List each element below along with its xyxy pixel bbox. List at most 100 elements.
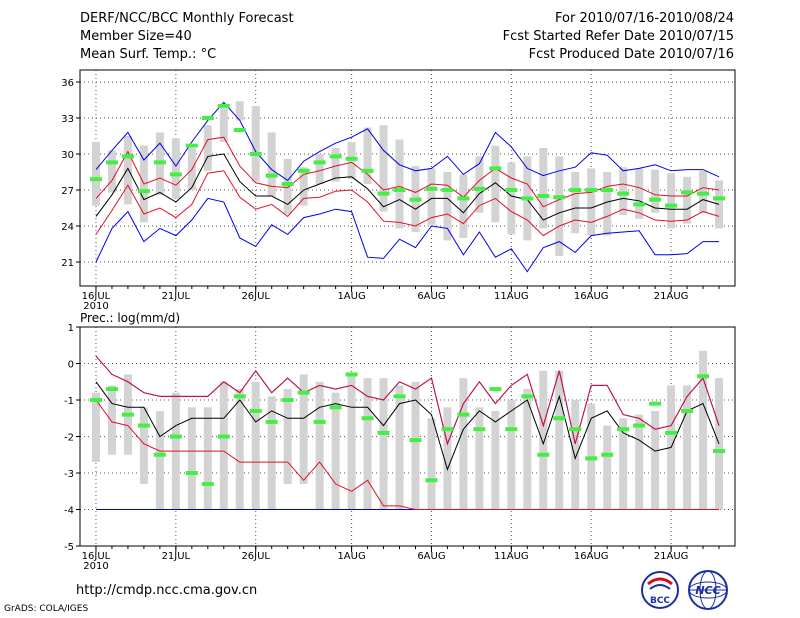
- temp-box: [715, 180, 724, 229]
- prec-ensemble-marker: [425, 478, 438, 483]
- prec-box: [699, 350, 708, 510]
- prec-box: [635, 414, 644, 510]
- ncc-logo: NCC: [688, 570, 728, 610]
- bcc-logo-text: BCC: [650, 596, 670, 606]
- prec-box: [299, 374, 308, 484]
- prec-ensemble-marker: [665, 430, 678, 435]
- temp-xtick-label: 6AUG: [417, 291, 445, 302]
- prec-ensemble-marker: [233, 394, 246, 399]
- temp-ytick-label: 21: [61, 258, 74, 269]
- prec-ytick-label: 1: [68, 323, 74, 334]
- temp-box: [171, 138, 180, 199]
- temp-ensemble-marker: [233, 128, 246, 132]
- temp-ytick-label: 36: [61, 78, 74, 89]
- temp-ensemble-marker: [89, 177, 102, 182]
- prec-ytick-label: 0: [68, 360, 74, 371]
- temp-ensemble-marker: [185, 143, 198, 148]
- prec-ensemble-marker: [633, 423, 646, 428]
- prec-box: [619, 418, 628, 510]
- prec-ensemble-marker: [249, 408, 262, 413]
- prec-box: [459, 378, 468, 510]
- temp-box: [395, 139, 404, 229]
- temp-ensemble-marker: [457, 196, 470, 201]
- prec-ensemble-marker: [457, 412, 470, 417]
- temp-box: [651, 169, 660, 213]
- temp-xtick-label: 21AUG: [654, 291, 689, 302]
- prec-ensemble-marker: [281, 398, 294, 402]
- prec-ensemble-marker: [137, 423, 150, 428]
- prec-box: [363, 378, 372, 510]
- temp-xtick-label: 21JUL: [162, 291, 191, 302]
- temp-ensemble-marker: [681, 190, 694, 195]
- temp-xtick-label: 16AUG: [574, 291, 609, 302]
- prec-ensemble-marker: [361, 416, 374, 421]
- prec-xtick-label: 11AUG: [494, 551, 529, 562]
- member-size-label: Member Size=40: [80, 29, 192, 44]
- prec-mean-line: [95, 381, 720, 471]
- grads-credit: GrADS: COLA/IGES: [4, 604, 89, 614]
- prec-ensemble-marker: [601, 452, 614, 457]
- prec-box: [219, 381, 228, 510]
- temp-ensemble-marker: [169, 172, 182, 177]
- prec-box: [651, 410, 660, 510]
- prec-ensemble-marker: [409, 438, 422, 443]
- chart-title: DERF/NCC/BCC Monthly Forecast: [80, 11, 294, 26]
- prec-ensemble-marker: [537, 452, 550, 457]
- prec-panel-title: Prec.: log(mm/d): [80, 311, 180, 325]
- temp-ensemble-marker: [105, 160, 118, 165]
- prec-box: [379, 378, 388, 510]
- prec-box: [283, 389, 292, 484]
- temp-ensemble-marker: [569, 188, 582, 192]
- prec-xtick-label: 21AUG: [654, 551, 689, 562]
- temp-plot-frame: [79, 69, 736, 287]
- prec-box: [91, 392, 100, 463]
- prec-box: [427, 418, 436, 510]
- prec-xtick-label: 16AUG: [574, 551, 609, 562]
- temp-box: [363, 127, 372, 184]
- temp-ensemble-marker: [345, 156, 358, 161]
- forecast-produced-date: Fcst Produced Date 2010/07/16: [528, 47, 734, 62]
- forecast-period: For 2010/07/16-2010/08/24: [555, 11, 734, 26]
- temp-year-label: 2010: [83, 301, 108, 312]
- prec-ensemble-marker: [217, 434, 230, 439]
- prec-ensemble-marker: [585, 456, 598, 461]
- temp-ensemble-marker: [713, 196, 726, 201]
- temp-ensemble-marker: [521, 196, 534, 201]
- prec-ytick-label: -4: [64, 506, 74, 517]
- ncc-logo-text: NCC: [695, 584, 720, 597]
- temp-xtick-label: 11AUG: [494, 291, 529, 302]
- temp-box: [315, 154, 324, 184]
- prec-ensemble-marker: [329, 405, 342, 410]
- prec-box: [539, 370, 548, 510]
- prec-ensemble-marker: [505, 427, 518, 432]
- prec-ensemble-marker: [441, 427, 454, 432]
- temp-ensemble-marker: [665, 203, 678, 208]
- temp-box: [459, 174, 468, 238]
- temp-ensemble-marker: [217, 104, 230, 108]
- prec-box: [187, 407, 196, 510]
- temp-box: [123, 136, 132, 205]
- prec-box: [267, 396, 276, 510]
- prec-xtick-label: 6AUG: [417, 551, 445, 562]
- prec-ensemble-marker: [617, 427, 630, 432]
- temp-box: [619, 167, 628, 216]
- prec-xtick-label: 26JUL: [241, 551, 270, 562]
- temp-ytick-label: 33: [61, 114, 74, 125]
- prec-box: [475, 407, 484, 510]
- temp-ensemble-marker: [537, 194, 550, 198]
- temp-box: [443, 172, 452, 241]
- prec-ensemble-marker: [201, 481, 214, 486]
- temp-ensemble-marker: [249, 152, 262, 156]
- temp-box: [283, 158, 292, 214]
- prec-box: [683, 385, 692, 510]
- prec-box: [603, 425, 612, 510]
- footer-url[interactable]: http://cmdp.ncc.cma.gov.cn: [76, 583, 258, 598]
- prec-box: [347, 374, 356, 510]
- temp-ensemble-marker: [697, 191, 710, 196]
- temp-min-line: [95, 197, 719, 273]
- prec-upper-std-line: [95, 355, 720, 446]
- temp-ensemble-marker: [313, 160, 326, 165]
- temp-box: [107, 150, 116, 193]
- prec-ensemble-marker: [713, 449, 726, 454]
